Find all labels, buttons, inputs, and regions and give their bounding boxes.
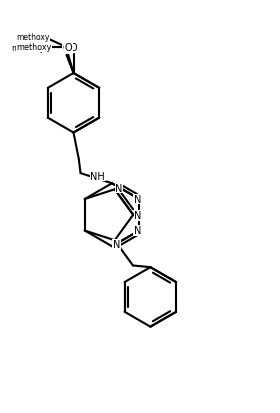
Text: N: N xyxy=(113,240,120,250)
Text: O: O xyxy=(63,43,70,53)
Text: N: N xyxy=(134,195,141,204)
Text: O: O xyxy=(64,43,72,53)
Text: methoxy: methoxy xyxy=(17,33,50,42)
Text: N: N xyxy=(134,226,141,236)
Text: N: N xyxy=(134,211,142,221)
Text: methoxy: methoxy xyxy=(16,43,52,52)
Text: methoxy: methoxy xyxy=(11,43,45,52)
Text: NH: NH xyxy=(90,171,105,181)
Text: N: N xyxy=(115,183,123,193)
Text: O: O xyxy=(70,43,77,52)
